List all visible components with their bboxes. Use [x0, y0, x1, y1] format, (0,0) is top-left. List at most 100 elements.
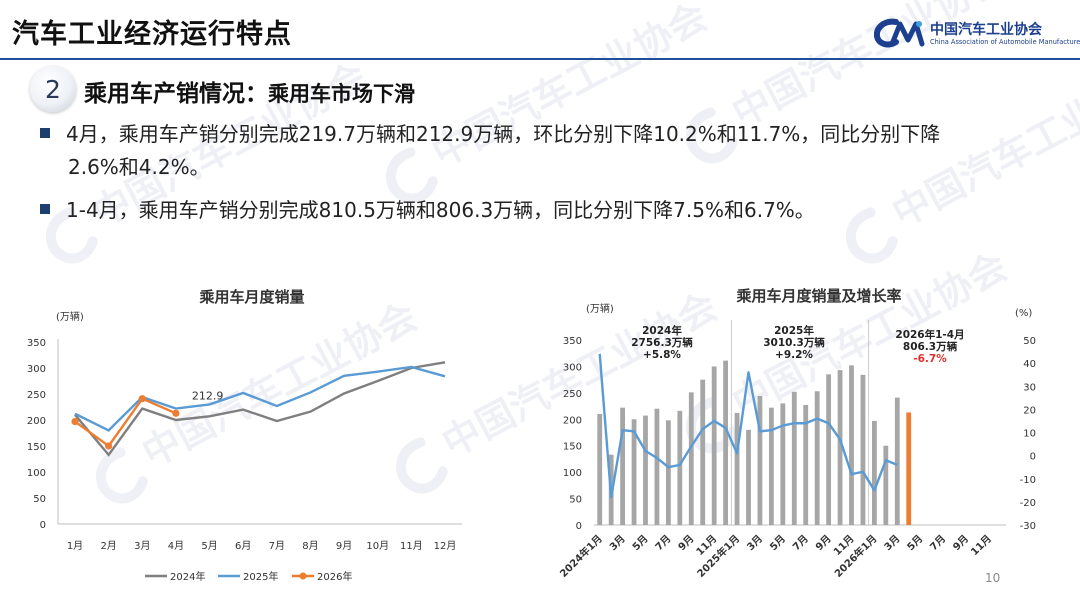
chart2-bar — [849, 365, 854, 525]
chart2-x-tick-label: 11月 — [969, 533, 994, 558]
chart2-bar — [700, 379, 706, 525]
chart1-data-point — [71, 417, 79, 426]
chart1-x-tick-label: 9月 — [336, 540, 352, 552]
chart2-bar — [894, 397, 900, 525]
chart1-x-tick-label: 1月 — [67, 540, 83, 552]
page-number: 10 — [985, 571, 1001, 585]
chart1-x-tick-label: 10月 — [366, 540, 389, 552]
chart1-data-label: 212.9 — [192, 389, 224, 402]
bullet-2-line1: 1-4月，乘用车产销分别完成810.5万辆和806.3万辆，同比分别下降7.5%… — [66, 198, 815, 222]
bullet-item-2: 1-4月，乘用车产销分别完成810.5万辆和806.3万辆，同比分别下降7.5%… — [40, 194, 1050, 227]
chart2-bar — [654, 408, 660, 525]
chart1-y-unit: (万辆) — [56, 310, 84, 323]
chart2-y-right-tick-label: 0 — [1030, 452, 1036, 463]
chart2-bar — [665, 420, 671, 525]
chart1-x-tick-label: 2月 — [100, 540, 116, 552]
bullet-1-line2: 2.6%和4.2%。 — [68, 155, 210, 179]
monthly-sales-line-chart: 乘用车月度销量 (万辆) 0 50 100 150 200 250 300 350 1月 2月 3月… — [27, 288, 462, 583]
section-number-badge: 2 — [30, 66, 76, 112]
chart1-y-tick-label: 0 — [40, 520, 46, 531]
chart1-x-tick-label: 8月 — [302, 540, 318, 552]
section-title-main: 乘用车产销情况： — [84, 81, 268, 107]
chart1-series-line-2026年 — [74, 397, 177, 448]
chart2-period-label-growth: +9.2% — [775, 349, 813, 361]
chart2-x-tick-label: 7月 — [653, 533, 673, 553]
chart2-period-label-total: 3010.3万辆 — [763, 336, 825, 349]
chart2-bar — [597, 414, 603, 525]
chart2-y-left-tick-label: 150 — [563, 442, 582, 453]
chart2-bar — [803, 405, 809, 525]
chart2-x-tick-label: 5月 — [767, 533, 787, 553]
chart2-period-label-year: 2025年 — [774, 324, 814, 337]
chart2-y-unit-right: (%) — [1015, 308, 1032, 319]
logo-name-en: China Association of Automobile Manufact… — [930, 38, 1080, 46]
chart2-x-tick-label: 5月 — [905, 533, 925, 553]
chart2-bar — [631, 419, 637, 525]
chart1-x-tick-label: 3月 — [134, 540, 150, 552]
chart1-legend-label: 2025年 — [243, 570, 278, 583]
chart1-y-tick-label: 300 — [27, 364, 46, 375]
chart1-data-point — [105, 442, 113, 450]
chart1-legend-label: 2024年 — [170, 570, 205, 583]
chart1-x-tick-label: 4月 — [168, 540, 184, 552]
monthly-sales-growth-chart: 乘用车月度销量及增长率 (万辆) (%) 0501001502002503003… — [557, 287, 1036, 580]
chart2-y-right-tick-label: 20 — [1023, 405, 1036, 416]
bullet-1-line1: 4月，乘用车产销分别完成219.7万辆和212.9万辆，环比分别下降10.2%和… — [66, 122, 941, 146]
chart2-x-tick-label: 9月 — [951, 533, 971, 553]
chart2-period-label-total: 2756.3万辆 — [631, 336, 693, 349]
chart2-bar — [643, 415, 648, 525]
chart2-bar — [826, 374, 832, 525]
chart2-x-tick-label: 7月 — [928, 533, 948, 553]
chart2-bar — [883, 445, 889, 525]
chart1-y-tick-label: 100 — [27, 468, 46, 479]
chart2-x-tick-label: 3月 — [607, 533, 627, 553]
chart2-x-tick-label: 3月 — [745, 533, 765, 553]
chart2-y-right-tick-label: -10 — [1020, 475, 1036, 486]
chart1-title: 乘用车月度销量 — [198, 288, 304, 306]
chart1-x-tick-label: 5月 — [201, 540, 217, 552]
chart2-growth-rate-line — [598, 353, 898, 499]
chart1-legend-label: 2026年 — [317, 570, 352, 583]
chart2-bar — [677, 410, 683, 525]
bullet-square-icon — [40, 128, 50, 138]
chart2-y-right-tick-label: 30 — [1023, 382, 1036, 393]
chart2-y-right-tick-label: 10 — [1023, 429, 1036, 440]
chart2-y-left-tick-label: 300 — [563, 362, 582, 373]
chart2-bar — [688, 392, 694, 525]
chart2-bar — [791, 391, 797, 525]
chart1-x-tick-label: 12月 — [434, 540, 457, 552]
chart1-data-point — [172, 409, 180, 417]
chart1-y-tick-label: 350 — [27, 338, 46, 349]
header-divider — [0, 58, 1080, 60]
chart2-bar — [723, 360, 729, 525]
chart2-bar — [746, 429, 751, 525]
chart1-series-line-2025年 — [74, 365, 446, 432]
chart2-y-right-tick-label: 50 — [1023, 336, 1036, 347]
chart2-bar — [906, 412, 912, 525]
chart1-y-tick-label: 50 — [33, 494, 46, 505]
chart2-y-left-tick-label: 350 — [563, 336, 582, 347]
chart1-y-tick-label: 150 — [27, 442, 46, 453]
chart2-x-tick-label: 2024年1月 — [557, 532, 605, 580]
chart2-period-label-growth: +5.8% — [643, 349, 681, 361]
chart1-data-point — [138, 395, 146, 403]
chart1-x-tick-label: 11月 — [400, 540, 423, 552]
bullet-square-icon — [40, 204, 50, 214]
chart2-x-tick-label: 5月 — [630, 533, 650, 553]
chart1-y-tick-label: 250 — [27, 390, 46, 401]
chart2-x-tick-label: 9月 — [676, 533, 696, 553]
chart2-x-tick-label: 9月 — [813, 533, 833, 553]
chart2-y-right-tick-label: -30 — [1020, 521, 1036, 532]
logo-name-cn: 中国汽车工业协会 — [930, 22, 1042, 38]
chart2-bar — [837, 370, 843, 525]
chart1-series-line-2024年 — [74, 361, 446, 457]
chart2-x-tick-label: 3月 — [882, 533, 902, 553]
chart2-period-label-total: 806.3万辆 — [903, 340, 958, 353]
chart2-y-right-tick-label: -20 — [1020, 498, 1036, 509]
chart2-y-right-tick-label: 40 — [1023, 359, 1036, 370]
chart1-legend-marker — [299, 572, 307, 580]
bullet-item-1: 4月，乘用车产销分别完成219.7万辆和212.9万辆，环比分别下降10.2%和… — [40, 118, 1050, 184]
chart2-bar — [860, 374, 866, 525]
chart2-bar — [780, 403, 786, 525]
chart2-y-left-tick-label: 200 — [563, 415, 582, 426]
